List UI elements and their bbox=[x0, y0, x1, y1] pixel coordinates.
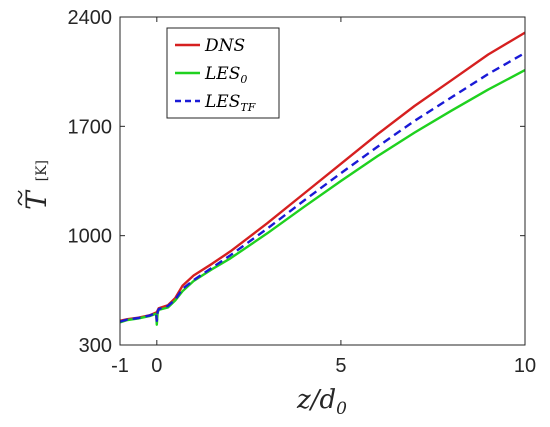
axes-box bbox=[119, 16, 526, 346]
y-axis-title-main: T bbox=[20, 189, 53, 210]
y-axis-title-unit: [K] bbox=[34, 160, 50, 181]
legend-label-subscript: TF bbox=[240, 101, 255, 114]
legend-label-dns: DNS bbox=[204, 36, 245, 56]
legend-label-main: DNS bbox=[204, 36, 245, 56]
legend-label-lestf: LESTF bbox=[204, 92, 256, 114]
x-axis-title: z/d0 bbox=[296, 385, 347, 419]
axes bbox=[119, 16, 526, 346]
y-tick-label: 2400 bbox=[68, 7, 113, 29]
x-axis-title-subscript: 0 bbox=[336, 399, 347, 419]
legend-label-main: LES bbox=[204, 64, 240, 84]
y-axis-title: T [K] bbox=[17, 160, 53, 210]
x-tick-label: 10 bbox=[514, 355, 536, 377]
legend-label-main: LES bbox=[204, 92, 240, 112]
x-tick-label: 5 bbox=[335, 355, 346, 377]
x-tick-label: 0 bbox=[151, 355, 162, 377]
legend-label-subscript: 0 bbox=[240, 73, 247, 86]
series-line-lestf bbox=[119, 51, 526, 323]
y-tick-label: 1000 bbox=[68, 226, 113, 248]
legend-label-les0: LES0 bbox=[204, 64, 247, 86]
x-axis-title-main: z/d bbox=[296, 385, 336, 415]
y-tick-label: 1700 bbox=[68, 116, 113, 138]
tick-labels: -1 0 5 10 300 1000 1700 2400 bbox=[68, 7, 537, 377]
x-tick-label: -1 bbox=[111, 355, 129, 377]
series-layer bbox=[119, 31, 526, 326]
y-axis-title-tilde bbox=[17, 190, 23, 206]
y-tick-label: 300 bbox=[79, 335, 112, 357]
svg-text:T[K]: T [K] bbox=[20, 160, 53, 210]
